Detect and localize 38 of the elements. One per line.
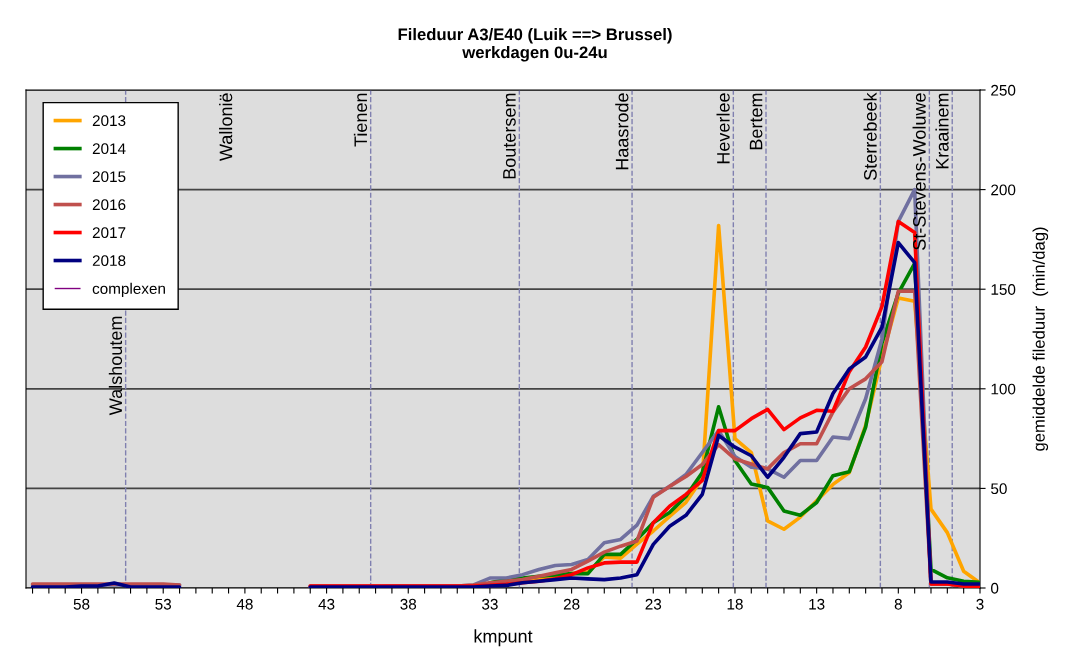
y-tick-label: 100 — [991, 383, 1016, 395]
y-axis-title: gemiddelde fileduur (min/dag) — [1032, 227, 1049, 451]
x-tick-label: 23 — [645, 598, 662, 610]
ref-line-label: Haasrode — [615, 93, 629, 170]
ref-line-label: Sterrebeek — [863, 92, 877, 180]
x-tick-label: 33 — [482, 598, 498, 610]
x-tick-label: 8 — [894, 598, 902, 610]
legend-label: 2018 — [92, 255, 126, 267]
ref-line-label: Tienen — [353, 93, 368, 147]
legend-label: 2015 — [92, 171, 126, 183]
x-tick-label: 58 — [73, 598, 90, 610]
chart-title: Fileduur A3/E40 (Luik ==> Brussel) werkdagen 0u-24u — [398, 28, 672, 62]
y-tick-label: 250 — [991, 84, 1016, 96]
legend-label: complexen — [92, 282, 165, 298]
annotation: Wallonië — [219, 93, 233, 161]
ref-line-label: Bertem — [749, 93, 763, 150]
x-tick-label: 48 — [236, 598, 253, 610]
legend-label: 2017 — [92, 227, 126, 239]
ref-line-label: St-Stevens-Woluwe — [912, 93, 926, 250]
x-tick-label: 53 — [155, 598, 172, 610]
legend-label: 2014 — [92, 143, 126, 155]
ref-line-label: Heverlee — [716, 93, 730, 164]
y-tick-label: 200 — [991, 184, 1016, 196]
x-tick-label: 3 — [976, 598, 984, 610]
legend-label: 2016 — [92, 199, 126, 211]
y-tick-label: 50 — [991, 483, 1007, 495]
ref-line-label: Boutersem — [503, 93, 516, 179]
x-tick-label: 13 — [809, 598, 825, 610]
x-tick-label: 43 — [318, 598, 335, 610]
x-tick-label: 38 — [400, 598, 417, 610]
x-tick-label: 28 — [563, 598, 580, 610]
y-tick-label: 150 — [991, 284, 1016, 295]
ref-line-label: Kraainem — [935, 93, 949, 169]
x-tick-label: 18 — [727, 598, 743, 610]
x-axis-title: kmpunt — [474, 629, 533, 647]
legend-label: 2013 — [92, 115, 126, 127]
ref-line-label: Walshoutem — [108, 316, 123, 416]
y-tick-label: 0 — [991, 582, 999, 594]
